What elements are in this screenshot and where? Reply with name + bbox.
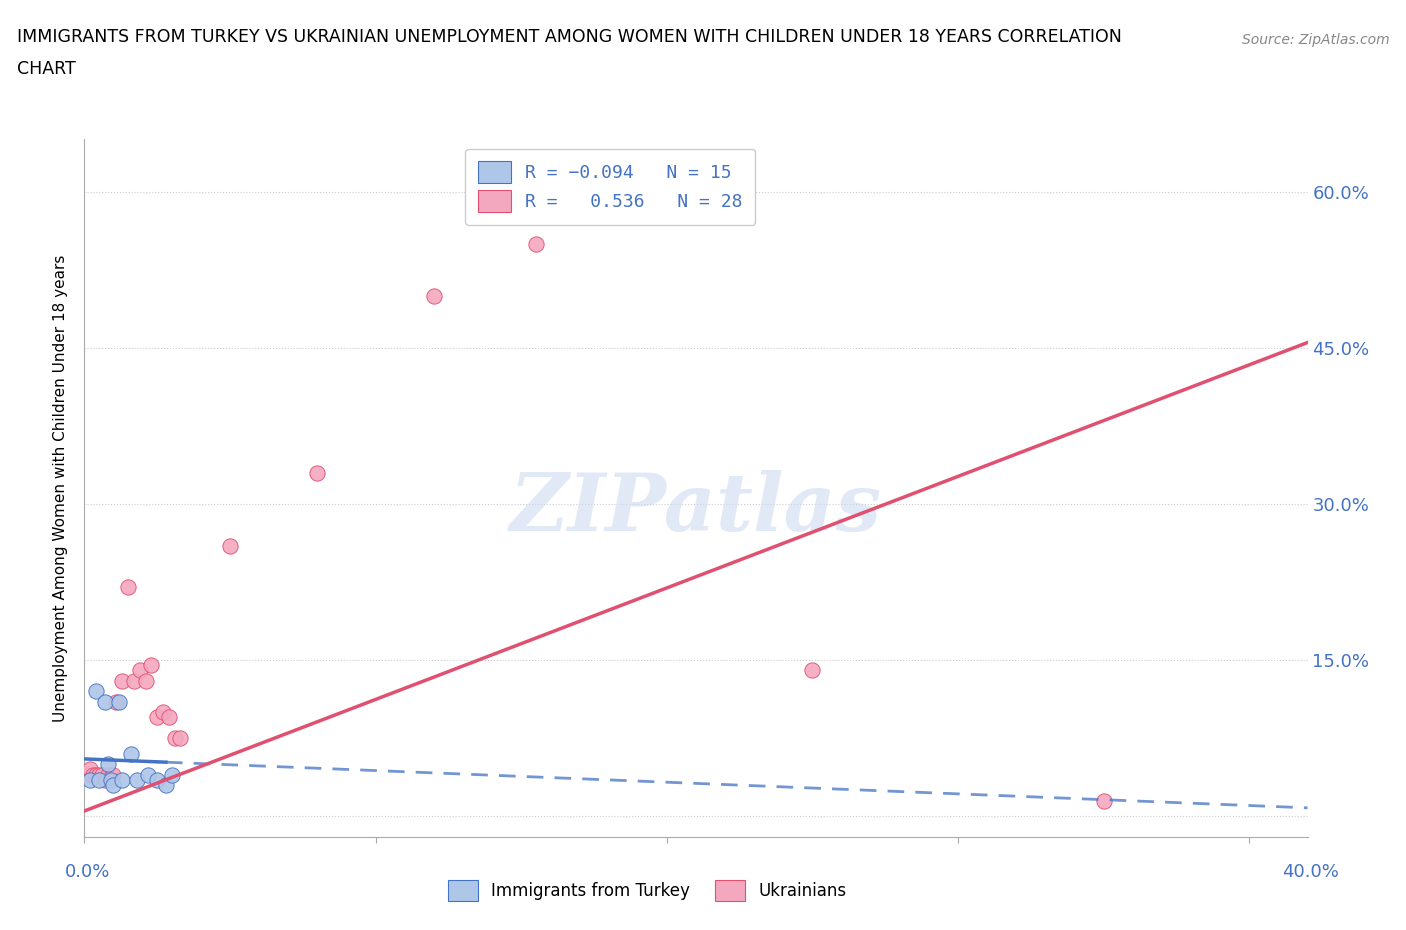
Text: Source: ZipAtlas.com: Source: ZipAtlas.com [1241, 33, 1389, 46]
Text: 0.0%: 0.0% [65, 863, 110, 882]
Text: CHART: CHART [17, 60, 76, 78]
Text: ZIPatlas: ZIPatlas [510, 471, 882, 548]
Legend: Immigrants from Turkey, Ukrainians: Immigrants from Turkey, Ukrainians [439, 872, 855, 909]
Y-axis label: Unemployment Among Women with Children Under 18 years: Unemployment Among Women with Children U… [53, 255, 69, 722]
Text: IMMIGRANTS FROM TURKEY VS UKRAINIAN UNEMPLOYMENT AMONG WOMEN WITH CHILDREN UNDER: IMMIGRANTS FROM TURKEY VS UKRAINIAN UNEM… [17, 28, 1122, 46]
Text: 40.0%: 40.0% [1282, 863, 1339, 882]
